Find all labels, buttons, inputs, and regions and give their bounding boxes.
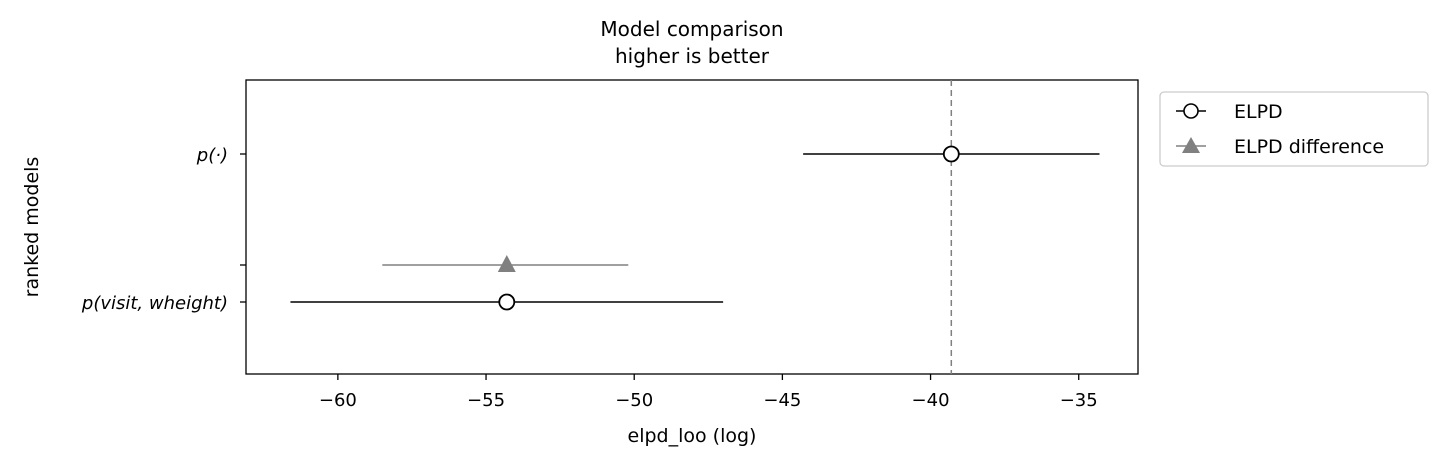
y-axis-ticks (240, 153, 246, 303)
y-axis-label: ranked models (21, 157, 43, 298)
elpd-difference-point (497, 255, 516, 272)
elpd-point (942, 145, 960, 163)
x-axis-label: elpd_loo (log) (628, 425, 757, 447)
legend-elpd-label: ELPD (1234, 101, 1283, 123)
x-tick-label: −35 (1060, 390, 1098, 411)
chart-title: Model comparison (600, 17, 783, 41)
data-marks (290, 145, 1100, 311)
legend-frame (1159, 91, 1429, 167)
x-tick-label: −60 (319, 390, 357, 411)
x-tick-label: −50 (615, 390, 653, 411)
x-tick-label: −55 (467, 390, 505, 411)
x-tick-label: −45 (763, 390, 801, 411)
x-axis-ticks: −60 −55 −50 −45 −40 −35 (319, 374, 1098, 411)
plot-area-frame (245, 79, 1139, 375)
y-tick-label-model-1: p(·) (196, 145, 228, 166)
legend-diff-label: ELPD difference (1234, 136, 1384, 158)
chart-subtitle: higher is better (615, 44, 770, 68)
elpd-point (498, 293, 516, 311)
legend-diff-marker (1182, 137, 1200, 153)
legend: ELPD ELPD difference (1159, 91, 1429, 167)
y-tick-label-model-2: p(visit, wheight) (81, 293, 228, 314)
x-tick-label: −40 (912, 390, 950, 411)
legend-elpd-marker (1183, 103, 1199, 119)
